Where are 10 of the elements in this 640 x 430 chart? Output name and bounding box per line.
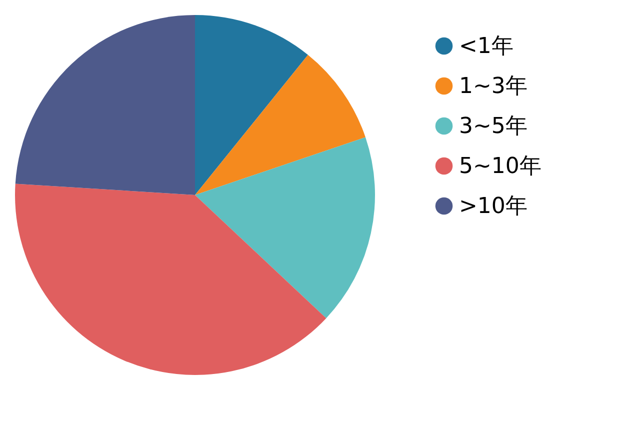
legend-label: 5~10年 (459, 154, 542, 179)
legend-label: 1~3年 (459, 74, 528, 99)
legend-label: >10年 (459, 194, 528, 219)
pie-slice (15, 184, 326, 375)
legend-label: <1年 (459, 34, 514, 59)
pie-slice (195, 54, 366, 195)
pie-slice (195, 137, 375, 318)
legend-label: 3~5年 (459, 114, 528, 139)
pie-slice (195, 15, 308, 195)
pie-slice (15, 15, 195, 195)
